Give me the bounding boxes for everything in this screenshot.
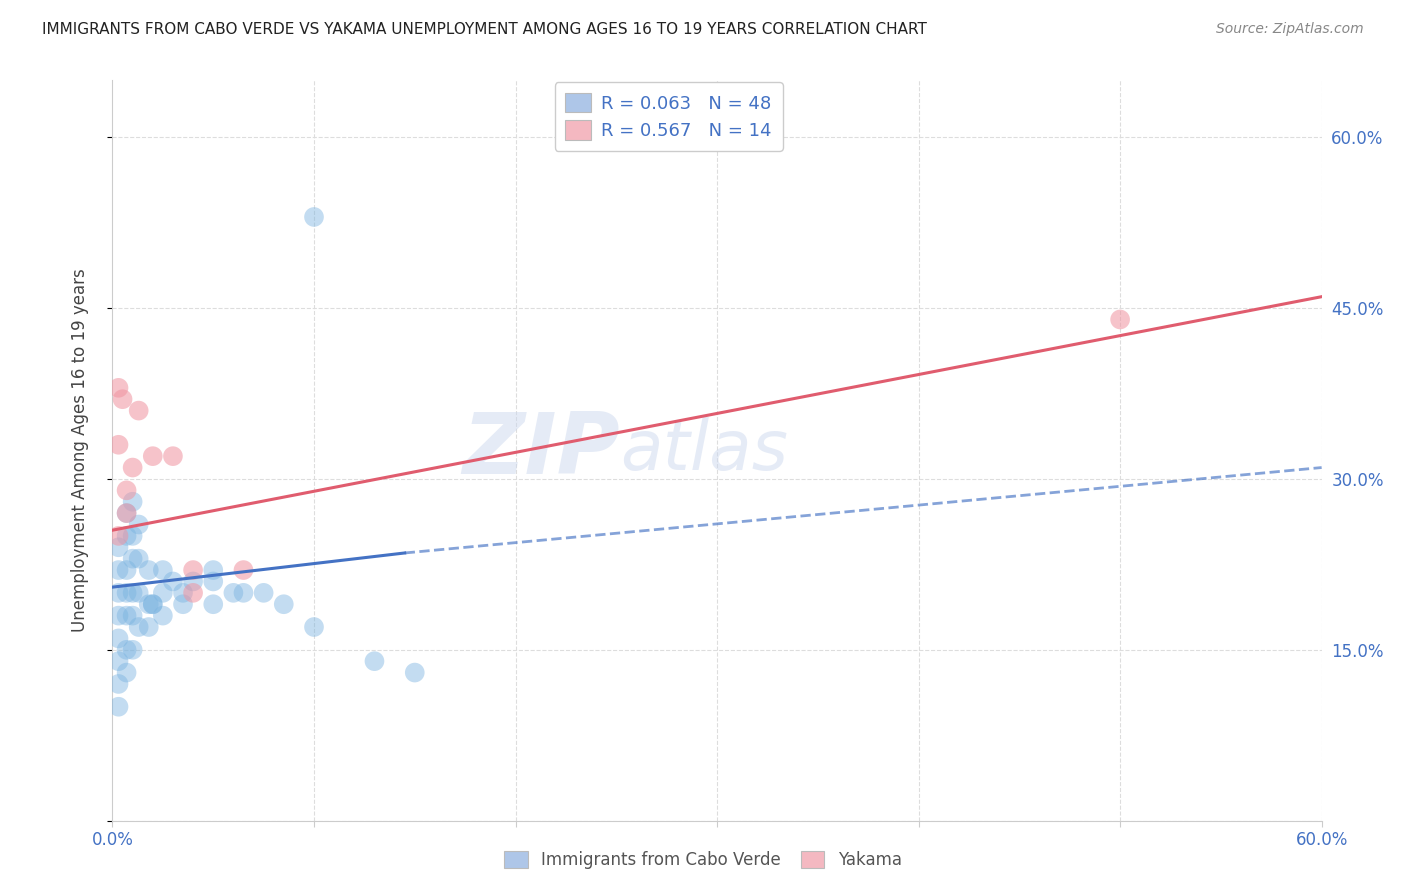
Point: [115, 608, 138, 623]
Point: [128, 620, 150, 634]
Point: [107, 563, 129, 577]
Point: [138, 620, 160, 634]
Point: [121, 551, 143, 566]
Point: [107, 677, 129, 691]
Point: [121, 586, 143, 600]
Point: [232, 563, 254, 577]
Point: [115, 483, 138, 498]
Y-axis label: Unemployment Among Ages 16 to 19 years: Unemployment Among Ages 16 to 19 years: [70, 268, 89, 632]
Point: [232, 586, 254, 600]
Point: [172, 597, 194, 611]
Point: [121, 608, 143, 623]
Point: [172, 586, 194, 600]
Point: [121, 642, 143, 657]
Point: [115, 506, 138, 520]
Point: [121, 494, 143, 508]
Text: Source: ZipAtlas.com: Source: ZipAtlas.com: [1216, 22, 1364, 37]
Point: [115, 529, 138, 543]
Point: [181, 574, 204, 589]
Point: [253, 586, 276, 600]
Point: [1109, 312, 1132, 326]
Legend: Immigrants from Cabo Verde, Yakama: Immigrants from Cabo Verde, Yakama: [495, 841, 911, 880]
Point: [162, 574, 184, 589]
Point: [181, 586, 204, 600]
Point: [107, 632, 129, 646]
Legend: R = 0.063   N = 48, R = 0.567   N = 14: R = 0.063 N = 48, R = 0.567 N = 14: [554, 82, 783, 151]
Point: [152, 608, 174, 623]
Point: [115, 642, 138, 657]
Point: [128, 403, 150, 417]
Point: [302, 620, 325, 634]
Point: [111, 392, 134, 407]
Point: [162, 449, 184, 463]
Point: [121, 529, 143, 543]
Point: [152, 586, 174, 600]
Point: [107, 438, 129, 452]
Text: ZIP: ZIP: [463, 409, 620, 492]
Point: [115, 586, 138, 600]
Point: [152, 563, 174, 577]
Point: [128, 517, 150, 532]
Point: [107, 608, 129, 623]
Point: [202, 574, 225, 589]
Point: [363, 654, 385, 668]
Point: [107, 541, 129, 555]
Point: [302, 210, 325, 224]
Point: [181, 563, 204, 577]
Point: [202, 597, 225, 611]
Point: [107, 699, 129, 714]
Point: [142, 597, 165, 611]
Point: [128, 586, 150, 600]
Point: [115, 563, 138, 577]
Point: [142, 449, 165, 463]
Point: [128, 551, 150, 566]
Point: [121, 460, 143, 475]
Point: [115, 665, 138, 680]
Point: [107, 529, 129, 543]
Point: [107, 381, 129, 395]
Point: [222, 586, 245, 600]
Text: IMMIGRANTS FROM CABO VERDE VS YAKAMA UNEMPLOYMENT AMONG AGES 16 TO 19 YEARS CORR: IMMIGRANTS FROM CABO VERDE VS YAKAMA UNE…: [42, 22, 927, 37]
Point: [202, 563, 225, 577]
Point: [142, 597, 165, 611]
Point: [273, 597, 295, 611]
Point: [138, 597, 160, 611]
Text: atlas: atlas: [620, 417, 789, 484]
Point: [138, 563, 160, 577]
Point: [107, 586, 129, 600]
Point: [115, 506, 138, 520]
Point: [404, 665, 426, 680]
Point: [107, 654, 129, 668]
